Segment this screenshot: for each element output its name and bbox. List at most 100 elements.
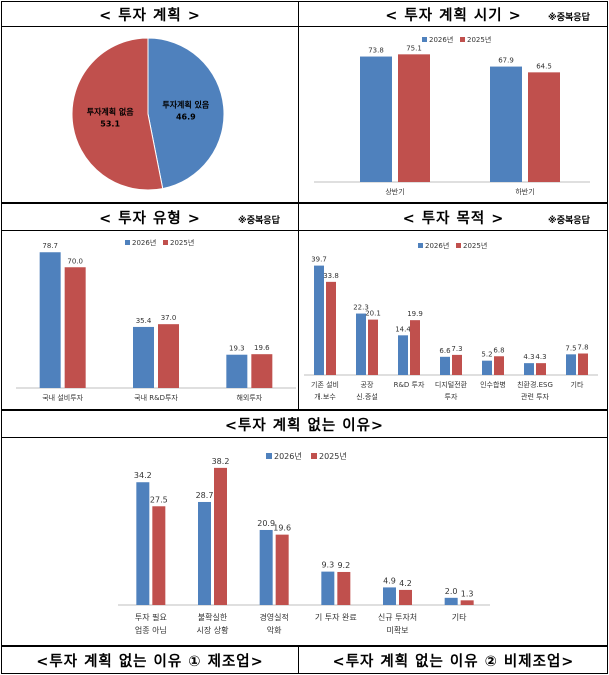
section-title-type: < 투자 유형 > xyxy=(2,204,298,230)
bar-2026 xyxy=(566,354,576,375)
grid-line xyxy=(1,437,608,438)
legend-swatch xyxy=(311,453,317,459)
category-label: 투자 필요 xyxy=(135,612,167,622)
legend-label: 2026년 xyxy=(425,241,449,250)
data-label: 22.3 xyxy=(353,304,369,312)
category-label: 국내 R&D투자 xyxy=(134,393,178,402)
bar-2025 xyxy=(214,467,227,605)
bar-2026 xyxy=(133,326,154,388)
category-label: 미확보 xyxy=(386,625,408,635)
category-label: 기존 설비 xyxy=(311,380,339,389)
data-label: 37.0 xyxy=(161,314,177,322)
grid-line xyxy=(1,673,608,674)
bar-2026 xyxy=(440,356,450,375)
legend-swatch xyxy=(456,243,461,248)
data-label: 35.4 xyxy=(136,317,152,325)
data-label: 39.7 xyxy=(311,256,327,264)
legend-label: 2025년 xyxy=(463,241,487,250)
bar-2025 xyxy=(494,356,504,375)
bar-2026 xyxy=(314,265,324,375)
bar-2026 xyxy=(198,501,211,605)
bar-2026 xyxy=(226,354,248,388)
legend-swatch xyxy=(266,453,272,459)
grid-line xyxy=(298,1,299,410)
pie-slice-value: 46.9 xyxy=(176,112,196,121)
data-label: 9.2 xyxy=(337,561,350,570)
category-label: 경영실적 xyxy=(259,612,288,622)
bar-2025 xyxy=(152,506,166,605)
bar-2025 xyxy=(368,319,378,375)
section-title-purpose: < 투자 목적 > xyxy=(300,204,607,230)
data-label: 28.7 xyxy=(196,491,214,500)
legend-label: 2025년 xyxy=(467,35,491,44)
data-label: 4.9 xyxy=(383,576,396,585)
bar-2025 xyxy=(578,353,588,375)
category-label: 신규 투자처 xyxy=(378,613,417,622)
data-label: 64.5 xyxy=(536,62,552,70)
category-label: 업종 아님 xyxy=(135,625,167,635)
category-label: 국내 설비투자 xyxy=(42,393,83,402)
multi-response-note-purpose: ※중복응답 xyxy=(548,216,590,226)
bar-2025 xyxy=(326,281,336,375)
bar-2026 xyxy=(321,571,335,605)
grid-line xyxy=(607,1,608,674)
data-label: 19.9 xyxy=(407,310,423,318)
legend-swatch xyxy=(125,240,130,245)
section-title-timing-text: < 투자 계획 시기 > xyxy=(385,7,522,24)
bar-2025 xyxy=(528,72,560,182)
legend-label: 2025년 xyxy=(319,451,347,461)
legend-label: 2025년 xyxy=(170,238,194,247)
category-label: 하반기 xyxy=(515,187,534,196)
category-label: 불확실한 xyxy=(198,612,228,622)
section-title-timing: < 투자 계획 시기 > xyxy=(300,2,607,26)
bar-2026 xyxy=(356,313,366,375)
grid-line xyxy=(1,1,2,674)
pie-slice-label: 투자계획 없음 xyxy=(87,107,135,117)
grid-line xyxy=(1,645,608,647)
legend-swatch xyxy=(163,240,168,245)
category-label: 해외투자 xyxy=(236,393,262,402)
category-label: 관련 투자 xyxy=(521,392,550,401)
data-label: 33.8 xyxy=(323,272,339,280)
pie-slice-label: 투자계획 있음 xyxy=(162,99,210,109)
bar-2026 xyxy=(383,587,396,605)
data-label: 67.9 xyxy=(498,57,514,65)
legend-label: 2026년 xyxy=(274,451,302,461)
bar-2025 xyxy=(410,320,420,375)
data-label: 5.2 xyxy=(481,351,492,359)
data-label: 6.8 xyxy=(493,346,504,354)
data-label: 38.2 xyxy=(212,457,230,466)
category-label: 시장 상황 xyxy=(197,625,230,635)
bar-2025 xyxy=(251,354,273,388)
bar-2025 xyxy=(398,54,430,182)
category-label: 투자 xyxy=(445,392,458,401)
category-label: 친환경.ESG xyxy=(517,380,553,389)
data-label: 75.1 xyxy=(406,44,422,52)
grid-line xyxy=(1,26,608,27)
data-label: 34.2 xyxy=(134,471,152,480)
bar-2025 xyxy=(64,267,86,388)
bar-2025 xyxy=(275,534,289,605)
bar-2026 xyxy=(136,482,150,605)
category-label: 악화 xyxy=(267,625,282,635)
category-label: 신.증설 xyxy=(356,392,378,401)
bar-2026 xyxy=(482,360,492,375)
legend-label: 2026년 xyxy=(429,35,453,44)
category-label: 개.보수 xyxy=(314,392,336,401)
pie-slice xyxy=(71,37,164,191)
legend-swatch xyxy=(460,37,465,42)
bar-2026 xyxy=(39,252,61,388)
data-label: 6.6 xyxy=(439,347,451,355)
legend-swatch xyxy=(422,37,427,42)
category-label: 상반기 xyxy=(385,187,404,196)
pie-slice-value: 53.1 xyxy=(100,120,120,129)
section-title-reasons: <투자 계획 없는 이유> xyxy=(2,411,607,437)
data-label: 9.3 xyxy=(321,561,334,570)
grid-line xyxy=(1,230,608,231)
data-label: 70.0 xyxy=(67,257,83,265)
data-label: 14.4 xyxy=(395,325,411,333)
bar-2026 xyxy=(490,66,522,182)
data-label: 1.3 xyxy=(461,589,474,598)
